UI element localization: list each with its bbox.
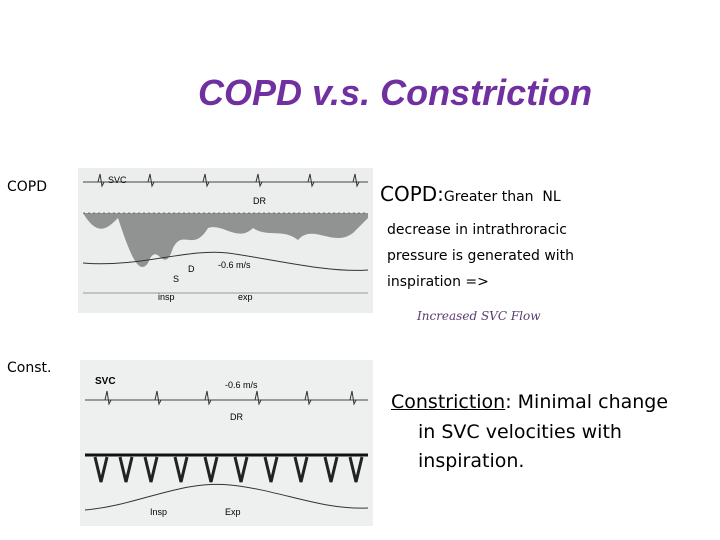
copd-body: decrease in intrathroracic pressure is g… <box>387 217 574 295</box>
image-label: exp <box>238 292 253 302</box>
image-label: SVC <box>108 175 127 185</box>
section-label: Const. <box>7 360 52 376</box>
image-label: DR <box>253 196 266 206</box>
slide-title: COPD v.s. Constriction <box>198 72 593 113</box>
copd-lead: Greater than NL <box>443 189 561 205</box>
copd-heading-line: COPD:Greater than NL <box>380 182 561 206</box>
image-label: DR <box>230 412 243 422</box>
image-label: Insp <box>150 507 167 517</box>
image-label: D <box>188 264 195 274</box>
copd-heading: COPD: <box>380 182 444 206</box>
constriction-doppler-image: SVC -0.6 m/s DR Insp Exp <box>80 360 373 526</box>
image-label: insp <box>158 292 175 302</box>
image-label: -0.6 m/s <box>225 380 258 390</box>
text-line: in SVC velocities with <box>418 421 622 443</box>
image-label: SVC <box>95 376 116 387</box>
constriction-heading: Constriction <box>391 391 506 413</box>
copd-note: Increased SVC Flow <box>417 309 541 323</box>
image-label: S <box>173 274 179 284</box>
text-line: pressure is generated with <box>387 248 575 264</box>
image-label: -0.6 m/s <box>218 260 251 270</box>
constriction-lead: : Minimal change <box>505 391 669 413</box>
copd-doppler-image: SVC DR S D -0.6 m/s insp exp <box>78 168 373 313</box>
text-line: inspiration. <box>418 450 525 472</box>
constriction-body: in SVC velocities with inspiration. <box>418 418 622 476</box>
text-line: decrease in intrathroracic <box>387 222 567 238</box>
image-label: Exp <box>225 507 241 517</box>
constriction-heading-line: Constriction: Minimal change <box>391 391 668 413</box>
text-line: inspiration => <box>387 274 489 290</box>
section-label: COPD <box>7 179 48 195</box>
